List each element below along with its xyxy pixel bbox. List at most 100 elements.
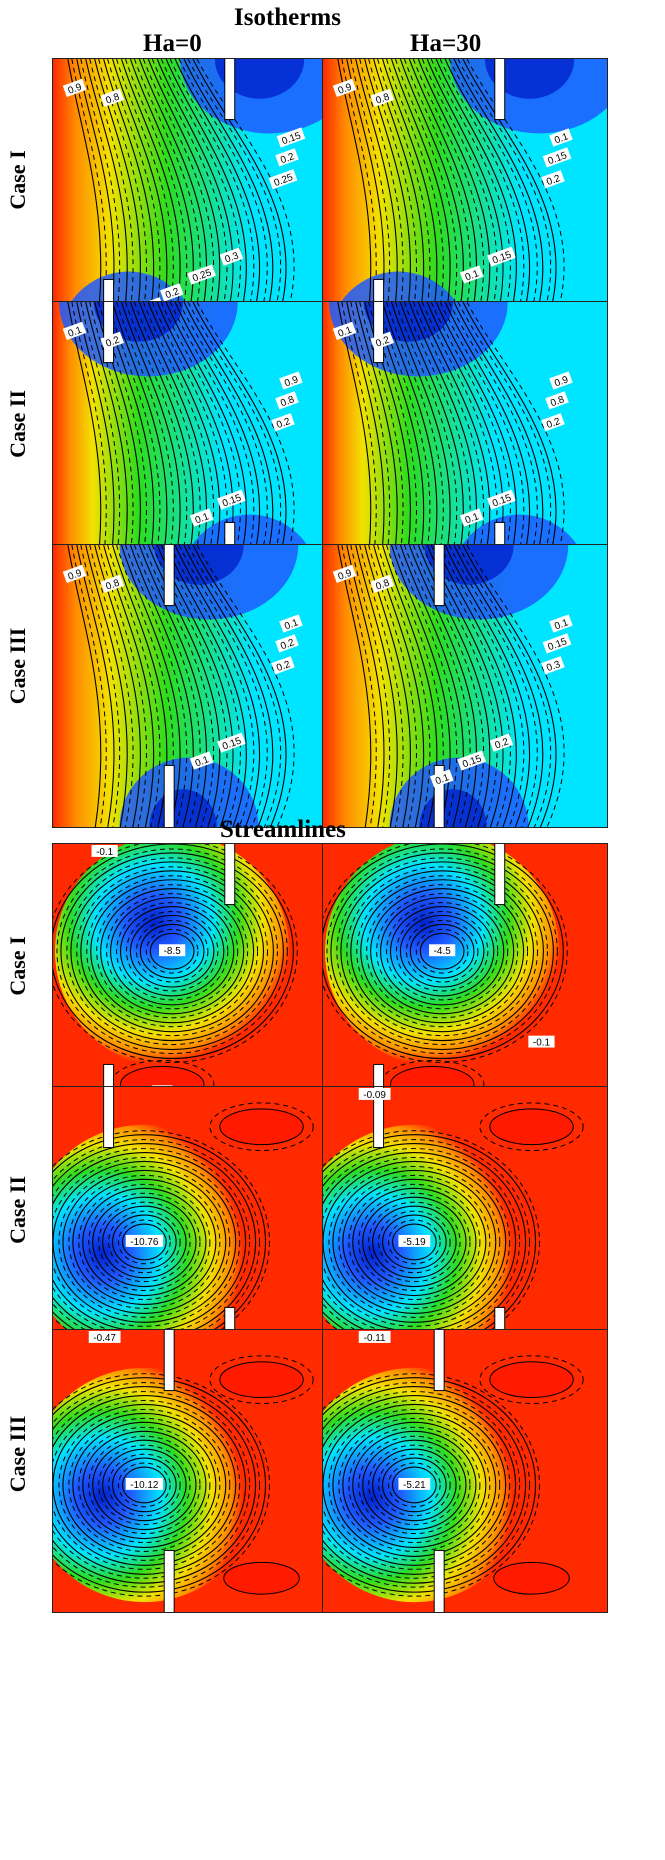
svg-text:-10.12: -10.12 bbox=[130, 1480, 159, 1491]
streamline bbox=[332, 1169, 497, 1314]
streamline bbox=[323, 844, 564, 1059]
streamline bbox=[323, 1386, 527, 1584]
svg-text:0.2: 0.2 bbox=[545, 173, 562, 188]
isotherm-line bbox=[382, 59, 438, 341]
contour-label: -10.76 bbox=[125, 1234, 164, 1248]
isotherm-line bbox=[399, 59, 464, 341]
svg-text:0.8: 0.8 bbox=[104, 577, 121, 592]
streamline bbox=[362, 1439, 467, 1531]
streamline-dashed bbox=[323, 1157, 511, 1327]
streamline bbox=[62, 1169, 227, 1314]
streamline bbox=[53, 1377, 267, 1593]
contour-label: 0.9 bbox=[62, 78, 87, 97]
streamline-dashed bbox=[53, 1130, 270, 1354]
streamline-dashed bbox=[323, 1130, 540, 1354]
isotherm-line-dashed bbox=[187, 545, 282, 827]
isotherm-line-dashed bbox=[160, 59, 241, 341]
contour-label: -4.5 bbox=[429, 944, 456, 957]
baffle-top bbox=[494, 844, 506, 906]
isotherm-line bbox=[364, 545, 412, 827]
isotherm-line-dashed bbox=[466, 545, 565, 827]
contour-label: 0.9 bbox=[332, 78, 357, 97]
isotherm-line-dashed bbox=[350, 59, 391, 341]
streamline bbox=[72, 1178, 217, 1306]
streamline bbox=[129, 914, 215, 988]
baffle-bottom bbox=[433, 1549, 445, 1612]
contour-label: -8.5 bbox=[159, 944, 186, 957]
streamline bbox=[370, 888, 515, 1015]
svg-text:-0.1: -0.1 bbox=[533, 1038, 551, 1049]
isotherm-line bbox=[444, 59, 531, 341]
contour-label: 0.2 bbox=[541, 170, 565, 189]
isotherm-line bbox=[417, 59, 491, 341]
isotherm-line bbox=[462, 545, 557, 827]
streamline bbox=[60, 852, 284, 1051]
streamline bbox=[139, 923, 205, 979]
isotherm-line-dashed bbox=[368, 59, 417, 341]
isotherm-line bbox=[382, 302, 438, 584]
svg-text:0.2: 0.2 bbox=[494, 736, 511, 751]
isotherm-line bbox=[112, 302, 168, 584]
contour-label: 0.8 bbox=[370, 574, 394, 593]
contour-label: 0.1 bbox=[279, 614, 303, 633]
streamline-dashed bbox=[125, 911, 219, 992]
contour-label: -0.1 bbox=[528, 1035, 555, 1049]
svg-text:0.9: 0.9 bbox=[67, 82, 84, 97]
contour-label: -5.21 bbox=[398, 1477, 431, 1491]
streamline bbox=[72, 1421, 217, 1549]
svg-text:0.2: 0.2 bbox=[275, 659, 292, 674]
streamline bbox=[110, 897, 235, 1006]
streamline bbox=[80, 870, 265, 1033]
contour-label: 0.2 bbox=[370, 331, 394, 350]
isotherm-line-dashed bbox=[466, 59, 565, 341]
svg-text:0.2: 0.2 bbox=[279, 151, 296, 166]
contour-label: -5.19 bbox=[398, 1234, 431, 1248]
isotherm-line bbox=[129, 59, 194, 341]
isotherm-case-3-ha30: 0.9 0.8 0.1 0.15 0.3 0.2 0.15 0.1 bbox=[322, 544, 608, 828]
isotherm-line bbox=[129, 545, 194, 827]
streamline bbox=[352, 1430, 477, 1540]
contour-label: 0.9 bbox=[279, 371, 303, 390]
isotherm-line-dashed bbox=[116, 302, 174, 584]
streamline-dashed bbox=[53, 1373, 270, 1597]
streamline bbox=[323, 1160, 507, 1323]
streamline-dashed bbox=[326, 848, 558, 1055]
streamline-dashed bbox=[366, 884, 519, 1019]
isotherm-line bbox=[174, 59, 261, 341]
streamline-dashed bbox=[346, 866, 538, 1037]
baffle-top bbox=[373, 1087, 385, 1149]
isotherm-line-dashed bbox=[448, 59, 538, 341]
streamline-dashed bbox=[96, 884, 249, 1019]
isotherm-line-dashed bbox=[386, 59, 444, 341]
isotherms-title: Isotherms bbox=[234, 4, 341, 31]
contour-label: 0.9 bbox=[549, 371, 573, 390]
streamline bbox=[362, 1196, 467, 1288]
isotherm-line-dashed bbox=[377, 545, 431, 827]
isotherm-line bbox=[364, 59, 412, 341]
streamline-dashed bbox=[53, 1157, 241, 1327]
streamline-dashed bbox=[378, 1210, 451, 1274]
streamline bbox=[391, 1466, 437, 1504]
streamline-dashed bbox=[145, 928, 199, 974]
secondary-vortex bbox=[219, 1108, 304, 1146]
isotherm-line bbox=[85, 59, 128, 341]
streamline-dashed bbox=[116, 902, 229, 1001]
isotherm-line bbox=[103, 545, 155, 827]
streamline-dashed bbox=[108, 1453, 181, 1517]
isotherm-line-dashed bbox=[169, 302, 255, 584]
isotherm-line bbox=[355, 545, 398, 827]
streamline bbox=[419, 932, 465, 970]
streamline bbox=[391, 1223, 437, 1261]
isotherm-line bbox=[129, 302, 194, 584]
isotherm-line bbox=[399, 302, 464, 584]
svg-text:0.2: 0.2 bbox=[164, 286, 181, 301]
svg-text:0.1: 0.1 bbox=[283, 617, 300, 632]
secondary-vortex-dashed bbox=[209, 1355, 314, 1404]
isotherm-case-1-ha30: 0.9 0.8 0.1 0.15 0.2 0.15 0.1 bbox=[322, 58, 608, 342]
streamline-dashed bbox=[376, 893, 509, 1010]
isotherm-line bbox=[85, 545, 128, 827]
baffle-bottom bbox=[163, 1549, 175, 1612]
isotherm-line bbox=[147, 302, 221, 584]
streamline bbox=[121, 1223, 167, 1261]
streamline-case-2-ha0: -1.01-10.76 bbox=[52, 1086, 338, 1370]
